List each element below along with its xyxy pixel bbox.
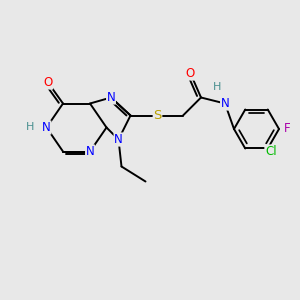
Text: N: N (106, 91, 116, 104)
Text: N: N (114, 133, 123, 146)
Text: N: N (42, 121, 51, 134)
Text: S: S (153, 109, 162, 122)
Text: Cl: Cl (265, 145, 277, 158)
Text: H: H (26, 122, 34, 133)
Text: N: N (85, 145, 94, 158)
Text: O: O (44, 76, 52, 89)
Text: O: O (186, 67, 195, 80)
Text: H: H (213, 82, 222, 92)
Text: N: N (220, 97, 230, 110)
Text: F: F (284, 122, 291, 136)
